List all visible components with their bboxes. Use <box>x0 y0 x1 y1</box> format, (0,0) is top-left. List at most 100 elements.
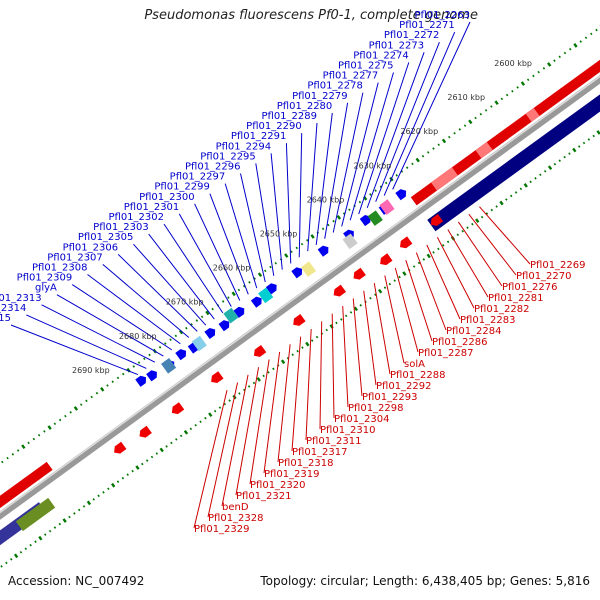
ruler-label: 2670 kbp <box>166 298 204 307</box>
upper-tick <box>384 181 388 185</box>
lower-tick <box>471 222 474 226</box>
lower-tick <box>82 505 86 508</box>
upper-tick <box>143 357 146 361</box>
reverse-cds-band <box>410 59 600 206</box>
upper-tick <box>458 128 462 131</box>
feature-block <box>191 335 207 352</box>
upper-tick <box>516 86 519 89</box>
upper-tick <box>21 444 26 450</box>
upper-tick <box>174 334 178 338</box>
gene-label-top: Pfl01_2301 <box>124 202 180 213</box>
upper-tick <box>441 138 447 144</box>
lower-tick <box>159 447 164 453</box>
lower-tick <box>194 423 197 427</box>
gene-label-top: Pfl01_2289 <box>261 111 317 122</box>
leader-line-top <box>375 42 440 202</box>
leader-line-top <box>255 163 275 276</box>
upper-tick <box>148 353 151 357</box>
upper-tick <box>185 326 188 330</box>
lower-tick <box>53 526 57 529</box>
reverse-cds-segment <box>475 141 493 159</box>
upper-tick <box>321 227 325 231</box>
lower-tick <box>24 547 28 551</box>
reverse-gene <box>253 345 267 357</box>
lower-tick <box>315 335 319 339</box>
lower-tick <box>480 215 484 219</box>
leader-line-top <box>383 31 456 196</box>
lower-tick <box>505 198 508 201</box>
lower-tick <box>92 498 95 501</box>
gene-label-top: Pfl01_2306 <box>63 242 119 253</box>
gene-label-bottom: Pfl01_2282 <box>474 304 530 315</box>
upper-tick <box>369 193 372 196</box>
upper-tick <box>547 62 552 67</box>
gene-label-bottom: Pfl01_2298 <box>348 403 404 414</box>
lower-tick <box>335 321 338 325</box>
upper-tick <box>132 365 136 368</box>
lower-tick <box>587 138 591 141</box>
gene-label-top: Pfl01_2271 <box>399 20 455 31</box>
lower-tick <box>310 339 314 342</box>
upper-tick <box>100 387 105 392</box>
reverse-cds-band-left <box>0 461 53 509</box>
lower-tick <box>558 159 561 162</box>
gene-label-top: Pfl01_2308 <box>32 263 88 274</box>
leader-line-bottom <box>363 290 377 386</box>
gene-label-top: Pfl01_2278 <box>307 81 363 92</box>
lower-tick <box>529 180 532 184</box>
ruler-label: 2690 kbp <box>72 366 110 375</box>
gene-label-bottom: Pfl01_2270 <box>516 271 572 282</box>
gene-label-top: Pfl01_2272 <box>384 30 440 41</box>
lower-tick <box>577 145 581 148</box>
leader-line-bottom <box>331 313 335 419</box>
upper-tick <box>421 154 425 158</box>
forward-gene <box>204 327 216 340</box>
lower-tick <box>432 251 435 254</box>
upper-tick <box>95 391 99 395</box>
leader-line-bottom <box>277 344 291 463</box>
leader-line-top <box>358 62 410 215</box>
upper-tick <box>573 43 578 48</box>
lower-tick <box>121 476 125 480</box>
upper-tick <box>474 116 477 120</box>
forward-cds-band <box>427 94 600 232</box>
accession-text: Accession: NC_007492 <box>8 574 145 588</box>
leader-line-bottom <box>479 206 531 265</box>
upper-tick <box>16 449 20 452</box>
feature-layer <box>114 189 444 454</box>
reverse-gene <box>333 284 347 297</box>
lower-tick <box>369 296 372 300</box>
lower-tick <box>523 183 528 188</box>
upper-tick <box>231 291 236 297</box>
leader-line-top <box>315 112 333 245</box>
upper-tick <box>511 89 514 93</box>
upper-tick <box>221 300 225 303</box>
leader-line-bottom <box>405 260 433 342</box>
reverse-gene <box>380 253 393 266</box>
gene-label-top: Pfl01_2280 <box>277 101 333 112</box>
lower-tick <box>563 155 566 159</box>
reverse-gene <box>293 314 306 326</box>
lower-tick <box>349 311 353 314</box>
upper-tick <box>6 456 9 460</box>
gene-label-top: Pfl01_2315 <box>0 313 11 324</box>
lower-tick <box>13 553 19 559</box>
lower-tick <box>426 253 431 259</box>
reverse-gene <box>400 236 413 249</box>
feature-block <box>342 233 358 250</box>
gene-label-top: Pfl01_2305 <box>78 232 134 243</box>
forward-gene <box>146 370 157 382</box>
upper-tick <box>595 28 598 32</box>
lower-tick <box>509 194 513 198</box>
feature-block <box>161 358 177 374</box>
upper-tick <box>537 70 540 74</box>
leader-line-bottom <box>457 221 503 287</box>
feature-block <box>223 307 239 324</box>
upper-tick <box>37 433 41 437</box>
gene-label-bottom: Pfl01_2269 <box>530 260 586 271</box>
reverse-gene <box>139 425 152 438</box>
lower-tick <box>359 304 362 307</box>
leader-line-bottom <box>394 267 419 353</box>
forward-gene <box>175 349 187 361</box>
